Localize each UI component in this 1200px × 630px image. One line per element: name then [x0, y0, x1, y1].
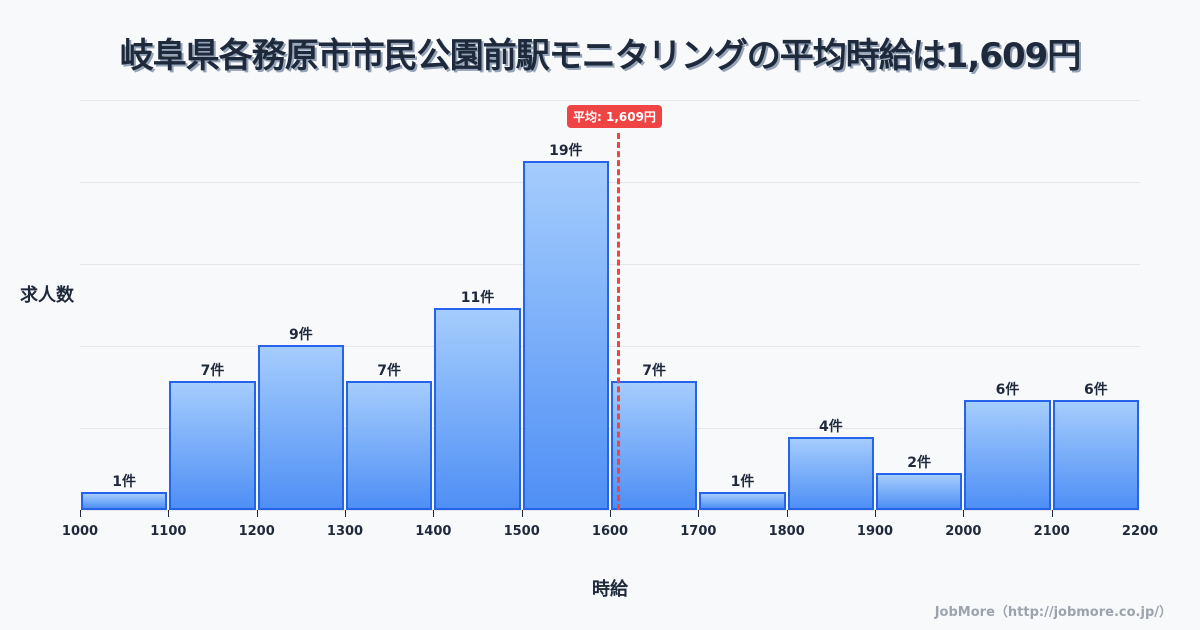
gridline [80, 100, 1140, 101]
x-tick-label: 1700 [680, 524, 717, 539]
x-tick-label: 1200 [238, 524, 275, 539]
bar-value-label: 11件 [460, 289, 495, 306]
x-tick-label: 2100 [1033, 524, 1070, 539]
histogram-bar [699, 491, 786, 510]
gridline [80, 182, 1140, 183]
bar-value-label: 6件 [995, 381, 1020, 398]
x-tick [875, 510, 876, 517]
gridline [80, 346, 1140, 347]
mean-badge: 平均: 1,609円 [567, 105, 662, 128]
histogram-bar [1052, 399, 1139, 510]
histogram-bar [611, 381, 698, 510]
x-tick-label: 1900 [856, 524, 894, 539]
bar-value-label: 4件 [818, 418, 843, 435]
y-axis-label: 求人数 [20, 285, 74, 306]
histogram-bar [257, 344, 344, 510]
histogram-bar [169, 381, 256, 510]
x-tick-label: 1500 [503, 524, 540, 539]
bar-value-label: 1件 [112, 473, 137, 490]
histogram-bar [346, 381, 433, 510]
x-tick-label: 1400 [415, 524, 452, 539]
bar-value-label: 7件 [200, 363, 225, 380]
bar-value-label: 7件 [377, 363, 402, 380]
bar-value-label: 6件 [1083, 381, 1108, 398]
bar-value-label: 2件 [907, 455, 932, 472]
chart-title: 岐阜県各務原市市民公園前駅モニタリングの平均時給は1,609円 [119, 36, 1082, 76]
credit-text: JobMore（http://jobmore.co.jp/） [934, 605, 1172, 620]
x-tick [521, 510, 523, 517]
x-tick [256, 510, 258, 517]
x-tick-label: 1300 [326, 524, 364, 539]
x-tick [786, 510, 788, 517]
x-axis-label: 時給 [592, 579, 628, 600]
mean-line [616, 133, 620, 510]
x-tick-label: 1600 [591, 524, 629, 539]
x-tick [698, 510, 700, 517]
x-tick [433, 510, 435, 517]
histogram-bar [876, 473, 963, 510]
x-tick-label: 2000 [945, 524, 982, 539]
x-tick-label: 2200 [1121, 524, 1159, 539]
bar-value-label: 19件 [549, 142, 583, 159]
histogram-bar [787, 436, 874, 510]
bar-value-label: 1件 [730, 473, 755, 490]
histogram-bar [81, 491, 168, 510]
x-tick-label: 1000 [61, 524, 99, 539]
bar-value-label: 9件 [288, 326, 313, 343]
histogram-bar [522, 160, 609, 510]
x-tick-label: 1800 [768, 524, 805, 539]
x-tick [345, 510, 346, 517]
gridline [80, 428, 1140, 429]
x-tick [610, 510, 611, 517]
bar-value-label: 7件 [642, 363, 667, 380]
x-tick [963, 510, 965, 517]
histogram-bar [964, 399, 1051, 510]
histogram-bar [434, 307, 521, 510]
x-tick [1051, 510, 1053, 517]
x-tick [80, 510, 81, 517]
gridline [80, 264, 1140, 265]
x-tick-label: 1100 [150, 524, 187, 539]
x-tick [168, 510, 170, 517]
